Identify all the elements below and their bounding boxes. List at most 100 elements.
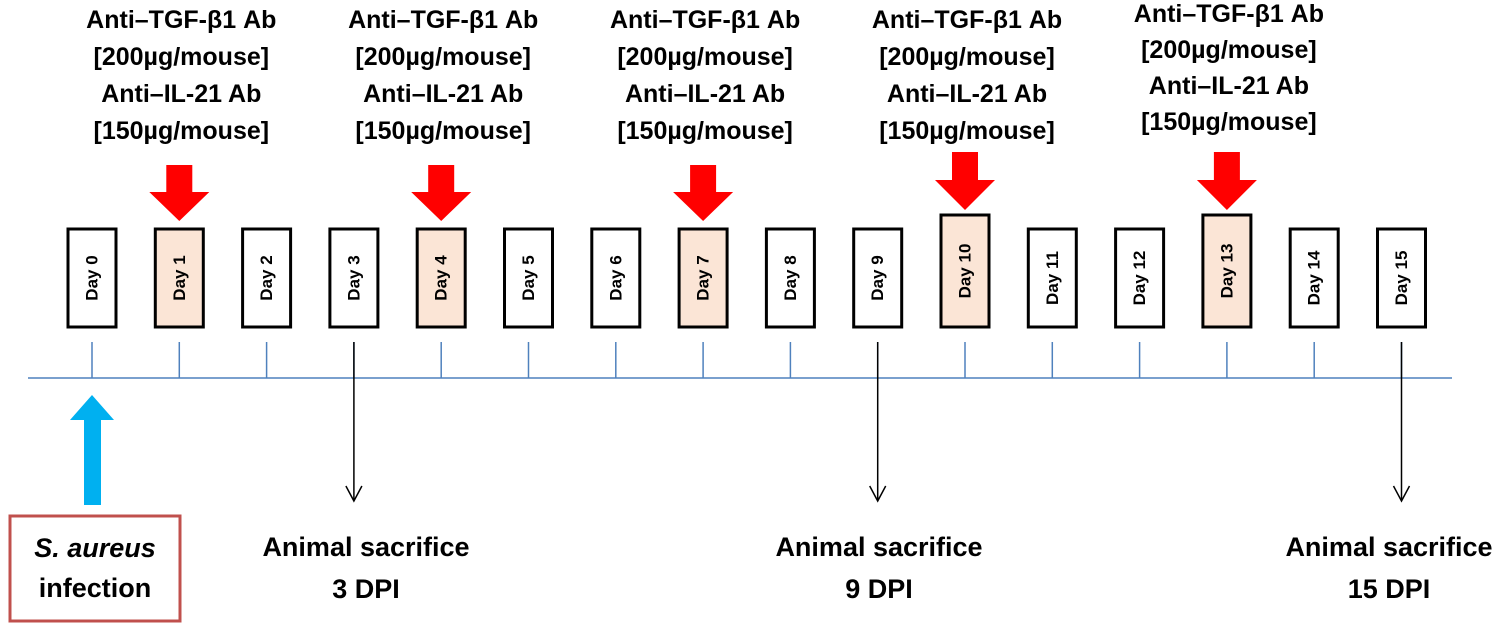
day-box-frame [66, 227, 118, 329]
treatment-arrow [1196, 152, 1257, 210]
day-label: Day 12 [1130, 251, 1149, 306]
infection-word-label: infection [39, 573, 152, 603]
day-box: Day 4 [415, 227, 467, 329]
treatment-text-line: Anti–TGF-β1 Ab [1134, 0, 1324, 28]
day-box-frame [153, 227, 205, 329]
day-box-frame [1201, 213, 1253, 329]
treatment-text-line: [150µg/mouse] [879, 117, 1055, 145]
day-box: Day 2 [241, 227, 293, 329]
sacrifice-label: Animal sacrifice [775, 532, 982, 562]
treatment-text-line: [200µg/mouse] [879, 43, 1055, 71]
treatment-text-line: [150µg/mouse] [1141, 108, 1317, 136]
day-box-frame [764, 227, 816, 329]
sacrifice-marker: Animal sacrifice 3 DPI [262, 342, 470, 604]
timeline-axis-group [28, 342, 1452, 379]
day-label: Day 4 [432, 255, 451, 301]
treatment-text-line: [150µg/mouse] [94, 117, 270, 145]
treatment-text-line: Anti–IL-21 Ab [1149, 72, 1309, 100]
sacrifice-arrowhead [869, 485, 887, 503]
sacrifice-dpi-label: 9 DPI [845, 574, 913, 604]
infection-group: S. aureus infection [8, 395, 182, 623]
sacrifice-arrowhead [1392, 485, 1411, 503]
day-label: Day 5 [519, 255, 538, 300]
treatment-text-line: Anti–IL-21 Ab [101, 80, 261, 108]
day-box: Day 3 [328, 227, 380, 329]
day-box: Day 15 [1376, 227, 1427, 329]
sacrifice-label: Animal sacrifice [262, 532, 469, 562]
treatment-group: Anti–TGF-β1 Ab [200µg/mouse] Anti–IL-21 Ab… [86, 0, 1324, 221]
treatment-block: Anti–TGF-β1 Ab [200µg/mouse] Anti–IL-21 Ab… [348, 6, 538, 221]
treatment-text-line: [200µg/mouse] [617, 43, 793, 71]
day-label: Day 7 [694, 255, 713, 300]
sacrifice-marker: Animal sacrifice 15 DPI [1285, 342, 1493, 604]
day-label: Day 15 [1392, 251, 1411, 306]
day-label: Day 1 [170, 255, 189, 300]
treatment-text-line: Anti–TGF-β1 Ab [86, 6, 276, 34]
treatment-arrow [411, 165, 472, 221]
day-label: Day 10 [956, 244, 975, 299]
infection-species-label: S. aureus [34, 533, 156, 563]
treatment-text-line: Anti–IL-21 Ab [625, 80, 785, 108]
sacrifice-dpi-label: 15 DPI [1348, 574, 1431, 604]
treatment-text-line: Anti–IL-21 Ab [887, 80, 1047, 108]
day-box: Day 11 [1026, 227, 1078, 329]
treatment-text-line: [150µg/mouse] [617, 117, 793, 145]
day-box: Day 9 [852, 227, 904, 329]
day-box-frame [939, 213, 991, 329]
day-box: Day 8 [764, 227, 816, 329]
day-box-frame [590, 227, 642, 329]
treatment-block: Anti–TGF-β1 Ab [200µg/mouse] Anti–IL-21 Ab… [1134, 0, 1324, 210]
day-label: Day 6 [606, 255, 625, 300]
day-box-frame [1376, 227, 1427, 329]
day-box-frame [852, 227, 904, 329]
infection-box [8, 514, 182, 623]
treatment-text-line: Anti–TGF-β1 Ab [872, 6, 1062, 34]
day-label: Day 2 [257, 255, 276, 300]
day-box: Day 13 [1201, 213, 1253, 329]
treatment-block: Anti–TGF-β1 Ab [200µg/mouse] Anti–IL-21 Ab… [872, 6, 1062, 210]
day-box-frame [1026, 227, 1078, 329]
day-box-frame [415, 227, 467, 329]
treatment-arrow [149, 165, 210, 221]
treatment-text-line: [200µg/mouse] [355, 43, 531, 71]
day-label: Day 3 [344, 255, 363, 300]
treatment-text-line: Anti–IL-21 Ab [363, 80, 523, 108]
day-box-frame [328, 227, 380, 329]
day-label: Day 13 [1217, 244, 1236, 299]
day-box: Day 14 [1288, 227, 1340, 329]
treatment-text-line: Anti–TGF-β1 Ab [610, 6, 800, 34]
day-box: Day 6 [590, 227, 642, 329]
treatment-text-line: [200µg/mouse] [94, 43, 270, 71]
day-label: Day 9 [868, 255, 887, 300]
day-box-frame [503, 227, 554, 329]
day-box-frame [677, 227, 729, 329]
day-label: Day 11 [1043, 251, 1062, 305]
treatment-block: Anti–TGF-β1 Ab [200µg/mouse] Anti–IL-21 Ab… [86, 6, 276, 221]
infection-arrow [70, 395, 114, 505]
day-box-frame [1114, 227, 1166, 329]
treatment-arrow [935, 152, 995, 210]
sacrifice-label: Animal sacrifice [1285, 532, 1492, 562]
day-box-frame [1288, 227, 1340, 329]
sacrifice-arrowhead [345, 485, 363, 503]
treatment-text-line: [200µg/mouse] [1141, 36, 1317, 64]
sacrifice-dpi-label: 3 DPI [332, 574, 400, 604]
treatment-arrow [673, 165, 734, 221]
sacrifice-marker: Animal sacrifice 9 DPI [775, 342, 983, 604]
day-box: Day 5 [503, 227, 554, 329]
sacrifice-group: Animal sacrifice 3 DPI Animal sacrifice 9 D… [262, 342, 1493, 604]
day-boxes-group: Day 0 Day 1 Day 2 Day 3 Day 4 Day 5 Day 6 Day 7… [66, 213, 1427, 329]
treatment-block: Anti–TGF-β1 Ab [200µg/mouse] Anti–IL-21 Ab… [610, 6, 800, 221]
treatment-text-line: [150µg/mouse] [355, 117, 531, 145]
treatment-text-line: Anti–TGF-β1 Ab [348, 6, 538, 34]
day-box: Day 10 [939, 213, 991, 329]
day-label: Day 0 [83, 255, 102, 300]
day-label: Day 14 [1305, 250, 1324, 305]
day-box: Day 12 [1114, 227, 1166, 329]
day-box: Day 7 [677, 227, 729, 329]
day-label: Day 8 [781, 255, 800, 300]
day-box-frame [241, 227, 293, 329]
day-box: Day 1 [153, 227, 205, 329]
day-box: Day 0 [66, 227, 118, 329]
